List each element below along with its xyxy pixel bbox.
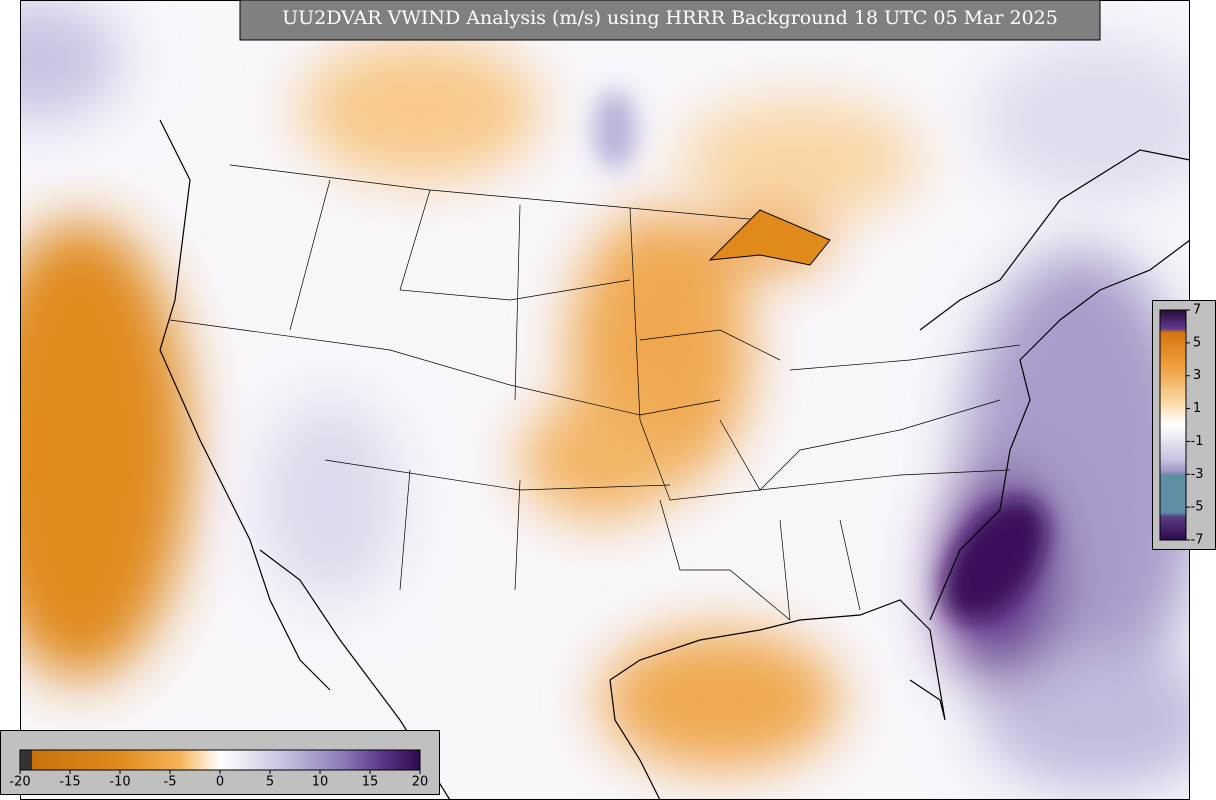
colorbar-tick-label: 15 bbox=[362, 775, 379, 790]
colorbar-tick-label: 3 bbox=[1193, 368, 1201, 383]
colorbar-tick-label: 7 bbox=[1193, 303, 1201, 318]
colorbar-tick-label: -3 bbox=[1191, 467, 1204, 482]
colorbar-tick-label: 10 bbox=[312, 775, 329, 790]
colorbar-tick-label: 0 bbox=[216, 775, 224, 790]
colorbar-tick-label: 1 bbox=[1193, 401, 1201, 416]
map-title: UU2DVAR VWIND Analysis (m/s) using HRRR … bbox=[282, 7, 1058, 29]
colorbar-tick-label: -1 bbox=[1191, 434, 1204, 449]
colorbar-tick-label: -20 bbox=[9, 775, 30, 790]
title-box bbox=[239, 0, 1101, 41]
colorbar-tick-label: -5 bbox=[1191, 500, 1204, 515]
colorbar-tick-label: -10 bbox=[109, 775, 130, 790]
colorbar-tick-label: -5 bbox=[164, 775, 177, 790]
colorbar-right bbox=[1152, 300, 1216, 550]
colorbar-bottom bbox=[0, 730, 440, 795]
colorbar-tick-label: -7 bbox=[1191, 533, 1204, 548]
colorbar-tick-label: 5 bbox=[1193, 335, 1201, 350]
colorbar-tick-label: 20 bbox=[412, 775, 429, 790]
colorbar-tick-label: -15 bbox=[59, 775, 80, 790]
colorbar-tick-label: 5 bbox=[266, 775, 274, 790]
